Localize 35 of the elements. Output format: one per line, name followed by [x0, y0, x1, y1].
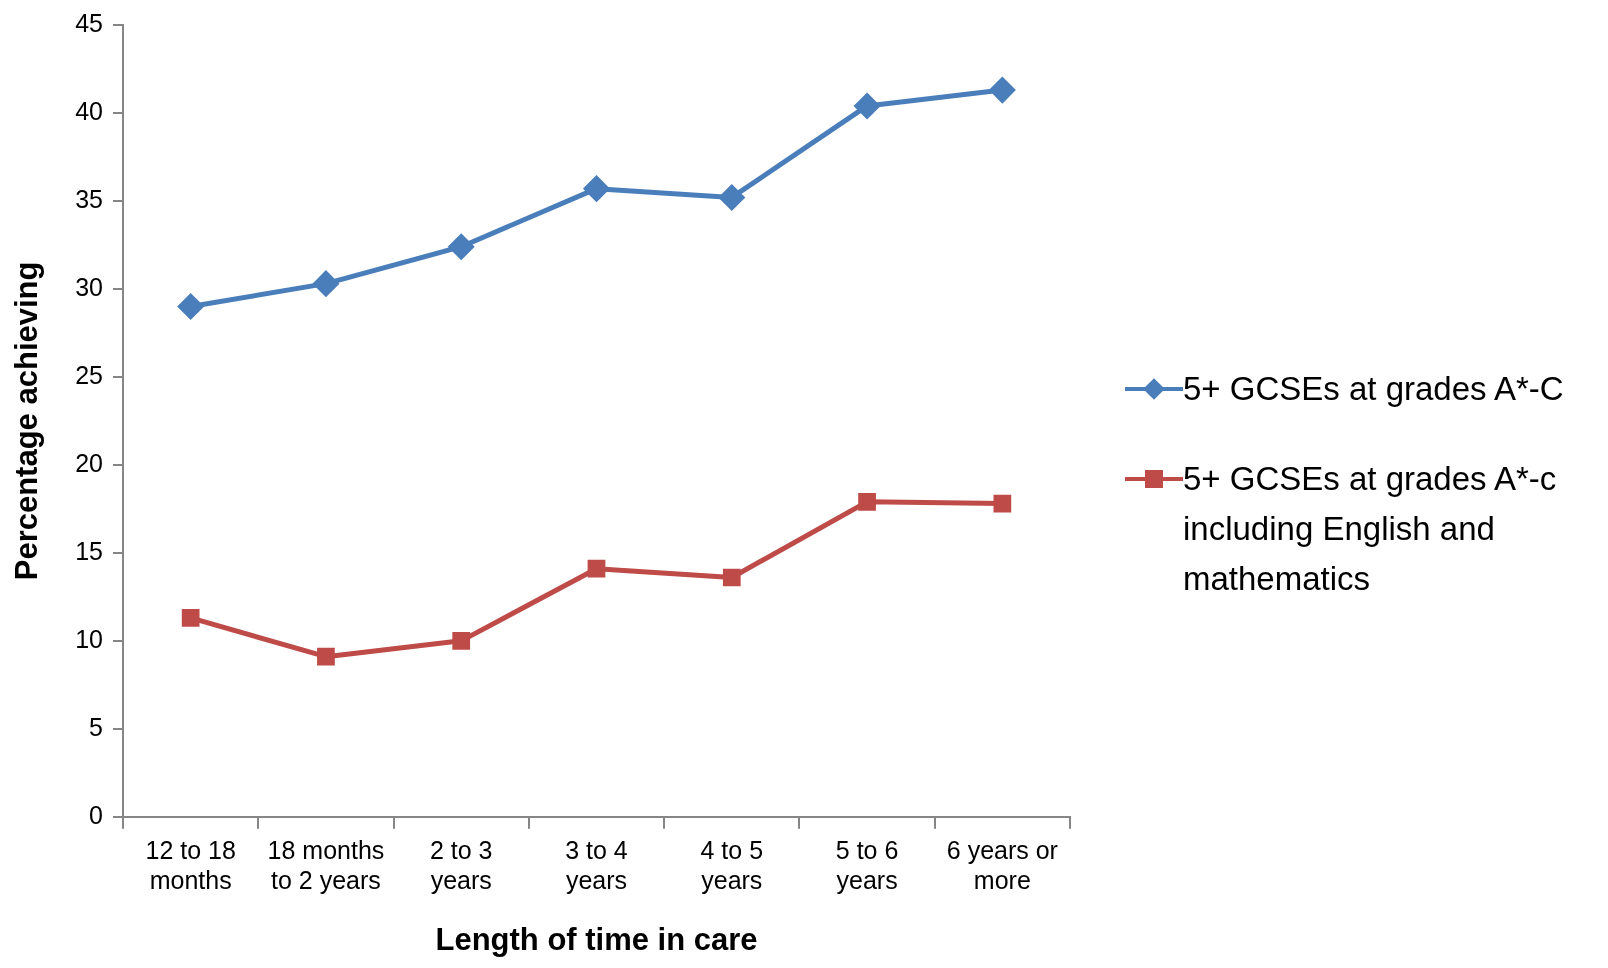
x-tick-label: 4 to 5 years [700, 835, 764, 894]
point [719, 184, 745, 210]
x-tick-label: 18 months to 2 years [267, 835, 385, 894]
point [587, 559, 606, 578]
y-tick-label: 15 [75, 536, 104, 565]
legend-label: 5+ GCSEs at grades A*-c including English and mathematics [1183, 459, 1558, 599]
x-tick-label: 6 years or more [946, 835, 1058, 894]
point [317, 647, 335, 666]
point [584, 176, 609, 202]
point [722, 568, 741, 587]
y-tick-label: 40 [75, 96, 104, 125]
point [993, 494, 1012, 513]
x-axis-title: Length of time in care [435, 921, 758, 957]
y-tick-label: 25 [75, 360, 104, 389]
point [858, 492, 876, 511]
point [989, 77, 1015, 103]
x-tick-label: 2 to 3 years [429, 835, 493, 894]
y-tick-label: 0 [89, 800, 104, 829]
point [178, 294, 204, 320]
y-tick-label: 45 [75, 8, 104, 37]
y-axis-title: Percentage achieving [9, 261, 45, 581]
point [452, 631, 471, 650]
point [181, 609, 200, 627]
y-tick-label: 30 [75, 272, 104, 301]
point [448, 234, 474, 260]
y-tick-label: 10 [75, 624, 104, 653]
x-tick-label: 12 to 18 months [145, 835, 236, 894]
y-tick-label: 5 [89, 712, 104, 741]
legend-label: 5+ GCSEs at grades A*-C [1183, 369, 1564, 409]
y-tick-label: 20 [75, 448, 104, 477]
y-tick-label: 35 [75, 184, 104, 213]
x-tick-label: 3 to 4 years [565, 835, 628, 894]
point [313, 271, 339, 297]
x-tick-label: 5 to 6 years [835, 835, 899, 894]
point [854, 93, 880, 119]
